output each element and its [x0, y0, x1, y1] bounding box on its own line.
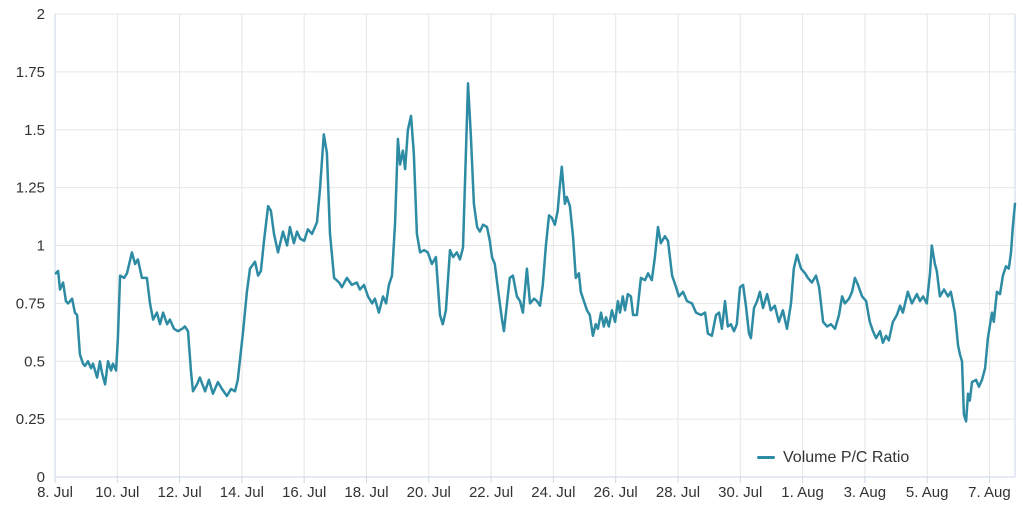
y-axis-label: 1 [37, 238, 45, 255]
x-axis-label: 5. Aug [906, 484, 949, 501]
x-tick-marks [54, 477, 990, 483]
y-axis-label: 1.25 [16, 180, 45, 197]
x-axis-label: 22. Jul [469, 484, 513, 501]
x-axis-labels: 8. Jul 10. Jul 12. Jul 14. Jul 16. Jul 18. Ju… [37, 484, 1011, 501]
x-axis-label: 24. Jul [531, 484, 575, 501]
x-axis-label: 7. Aug [968, 484, 1011, 501]
x-gridlines [54, 14, 990, 477]
y-axis-label: 0 [37, 469, 45, 486]
x-axis-label: 30. Jul [718, 484, 762, 501]
x-axis-label: 1. Aug [781, 484, 824, 501]
y-axis-label: 0.25 [16, 411, 45, 428]
legend: Volume P/C Ratio [757, 448, 909, 467]
x-axis-label: 18. Jul [344, 484, 388, 501]
y-axis-label: 2 [37, 6, 45, 23]
x-axis-label: 16. Jul [282, 484, 326, 501]
legend-item-volume-pc-ratio[interactable]: Volume P/C Ratio [757, 448, 909, 467]
y-axis-labels: 0 0.25 0.5 0.75 1 1.25 1.5 1.75 2 [16, 6, 45, 486]
x-axis-label: 26. Jul [594, 484, 638, 501]
y-axis-label: 0.75 [16, 295, 45, 312]
y-gridlines [55, 13, 1015, 478]
x-axis-label: 12. Jul [157, 484, 201, 501]
legend-label: Volume P/C Ratio [783, 449, 910, 466]
axis-lines [54, 14, 1016, 478]
y-axis-label: 1.75 [16, 64, 45, 81]
x-axis-label: 28. Jul [656, 484, 700, 501]
x-axis-label: 10. Jul [95, 484, 139, 501]
x-axis-label: 8. Jul [37, 484, 73, 501]
y-axis-label: 1.5 [24, 122, 45, 139]
y-axis-label: 0.5 [24, 353, 45, 370]
x-axis-label: 14. Jul [220, 484, 264, 501]
x-axis-label: 20. Jul [407, 484, 451, 501]
x-axis-label: 3. Aug [844, 484, 887, 501]
legend-line-swatch [757, 456, 775, 459]
series-line[interactable] [54, 82, 1017, 423]
